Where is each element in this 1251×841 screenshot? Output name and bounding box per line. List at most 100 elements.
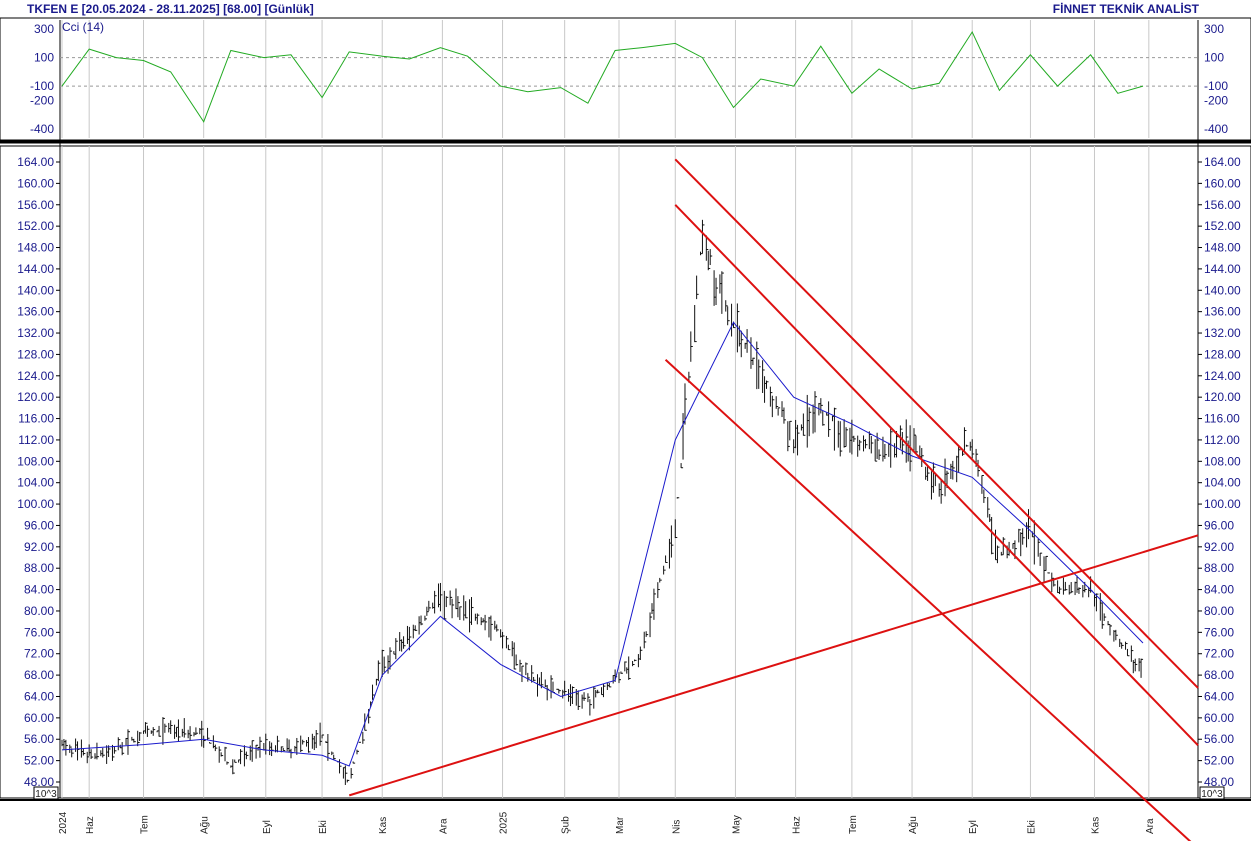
right-price-tick-label: 104.00 — [1204, 476, 1241, 490]
right-cci-tick-label: 300 — [1204, 22, 1224, 36]
left-price-tick-label: 132.00 — [17, 326, 54, 340]
left-price-tick-label: 112.00 — [18, 433, 54, 447]
right-price-tick-label: 128.00 — [1204, 347, 1241, 361]
left-price-tick-label: 148.00 — [17, 241, 54, 255]
right-price-tick-label: 108.00 — [1204, 454, 1241, 468]
right-price-tick-label: 152.00 — [1204, 219, 1241, 233]
x-tick-label: 2024 — [58, 811, 69, 834]
right-price-tick-label: 132.00 — [1204, 326, 1241, 340]
trendline — [674, 204, 1199, 747]
x-tick-label: Kas — [1090, 817, 1101, 834]
left-price-tick-label: 72.00 — [24, 647, 54, 661]
right-price-tick-label: 116.00 — [1204, 412, 1240, 426]
right-price-tick-label: 156.00 — [1204, 198, 1241, 212]
right-price-tick-label: 84.00 — [1204, 583, 1234, 597]
left-price-tick-label: 124.00 — [17, 369, 54, 383]
left-price-tick-label: 52.00 — [24, 754, 54, 768]
left-price-tick-label: 96.00 — [24, 518, 54, 532]
left-price-tick-label: 104.00 — [17, 476, 54, 490]
x-tick-label: Mar — [615, 816, 626, 834]
right-price-tick-label: 112.00 — [1204, 433, 1240, 447]
left-price-tick-label: 48.00 — [24, 775, 54, 789]
x-tick-label: Ağu — [200, 816, 211, 834]
left-price-tick-label: 120.00 — [17, 390, 54, 404]
price-panel-frame — [0, 145, 1251, 799]
scale-badge-box — [33, 786, 59, 800]
right-price-tick-label: 56.00 — [1204, 732, 1234, 746]
x-tick-label: Ara — [438, 818, 449, 834]
right-price-tick-label: 92.00 — [1204, 540, 1234, 554]
right-price-tick-label: 88.00 — [1204, 561, 1234, 575]
right-price-tick-label: 68.00 — [1204, 668, 1234, 682]
x-tick-label: Eki — [1026, 820, 1037, 834]
x-tick-label: Haz — [792, 816, 803, 834]
right-price-tick-label: 52.00 — [1204, 754, 1234, 768]
right-price-tick-label: 164.00 — [1204, 155, 1241, 169]
x-tick-label: Ağu — [908, 816, 919, 834]
left-price-tick-label: 140.00 — [17, 283, 54, 297]
left-price-tick-label: 88.00 — [24, 561, 54, 575]
trendline — [348, 534, 1199, 797]
x-tick-label: Haz — [85, 816, 96, 834]
x-tick-label: 2025 — [499, 811, 510, 834]
trendline — [664, 359, 1192, 841]
x-tick-label: Eyl — [262, 820, 273, 834]
left-price-tick-label: 100.00 — [17, 497, 54, 511]
left-price-tick-label: 136.00 — [17, 305, 54, 319]
left-cci-tick-label: 300 — [34, 22, 54, 36]
left-price-tick-label: 56.00 — [24, 732, 54, 746]
right-price-tick-label: 120.00 — [1204, 390, 1241, 404]
left-cci-tick-label: 100 — [34, 51, 54, 65]
left-price-tick-label: 68.00 — [24, 668, 54, 682]
right-cci-tick-label: -100 — [1204, 79, 1228, 93]
left-price-tick-label: 152.00 — [17, 219, 54, 233]
cci-panel-frame — [0, 17, 1251, 141]
trendline — [674, 158, 1199, 689]
left-price-tick-label: 156.00 — [17, 198, 54, 212]
right-price-tick-label: 60.00 — [1204, 711, 1234, 725]
chart-title: TKFEN E [20.05.2024 - 28.11.2025] [68.00… — [27, 2, 314, 16]
x-tick-label: Kas — [378, 817, 389, 834]
right-price-tick-label: 140.00 — [1204, 283, 1241, 297]
right-price-tick-label: 160.00 — [1204, 176, 1241, 190]
scale-badge-label: 10^3 — [35, 789, 57, 800]
left-price-tick-label: 60.00 — [24, 711, 54, 725]
left-price-tick-label: 80.00 — [24, 604, 54, 618]
right-price-tick-label: 148.00 — [1204, 241, 1241, 255]
cci-line — [61, 30, 1144, 123]
x-tick-label: May — [731, 815, 742, 834]
left-cci-tick-label: -100 — [30, 79, 54, 93]
moving-average-line — [61, 321, 1144, 767]
x-tick-label: Eyl — [968, 820, 979, 834]
left-price-tick-label: 164.00 — [17, 155, 54, 169]
right-price-tick-label: 124.00 — [1204, 369, 1241, 383]
right-price-tick-label: 96.00 — [1204, 518, 1234, 532]
right-cci-tick-label: -400 — [1204, 122, 1228, 136]
right-price-tick-label: 80.00 — [1204, 604, 1234, 618]
right-price-tick-label: 76.00 — [1204, 625, 1234, 639]
x-tick-label: Tem — [848, 815, 859, 834]
x-tick-label: Şub — [561, 816, 572, 834]
left-price-tick-label: 84.00 — [24, 583, 54, 597]
x-tick-label: Eki — [318, 820, 329, 834]
left-price-tick-label: 160.00 — [17, 176, 54, 190]
left-price-tick-label: 108.00 — [17, 454, 54, 468]
left-price-tick-label: 64.00 — [24, 689, 54, 703]
left-price-tick-label: 144.00 — [17, 262, 54, 276]
scale-badge-box — [1199, 786, 1225, 800]
right-cci-tick-label: 100 — [1204, 51, 1224, 65]
x-tick-label: Nis — [671, 820, 682, 834]
left-price-tick-label: 128.00 — [17, 347, 54, 361]
right-cci-tick-label: -200 — [1204, 93, 1228, 107]
right-price-tick-label: 72.00 — [1204, 647, 1234, 661]
right-price-tick-label: 144.00 — [1204, 262, 1241, 276]
left-cci-tick-label: -200 — [30, 93, 54, 107]
x-tick-label: Tem — [140, 815, 151, 834]
right-price-tick-label: 136.00 — [1204, 305, 1241, 319]
right-price-tick-label: 64.00 — [1204, 689, 1234, 703]
left-cci-tick-label: -400 — [30, 122, 54, 136]
scale-badge-label: 10^3 — [1201, 789, 1223, 800]
brand-label: FİNNET TEKNİK ANALİST — [1052, 2, 1199, 16]
right-price-tick-label: 48.00 — [1204, 775, 1234, 789]
